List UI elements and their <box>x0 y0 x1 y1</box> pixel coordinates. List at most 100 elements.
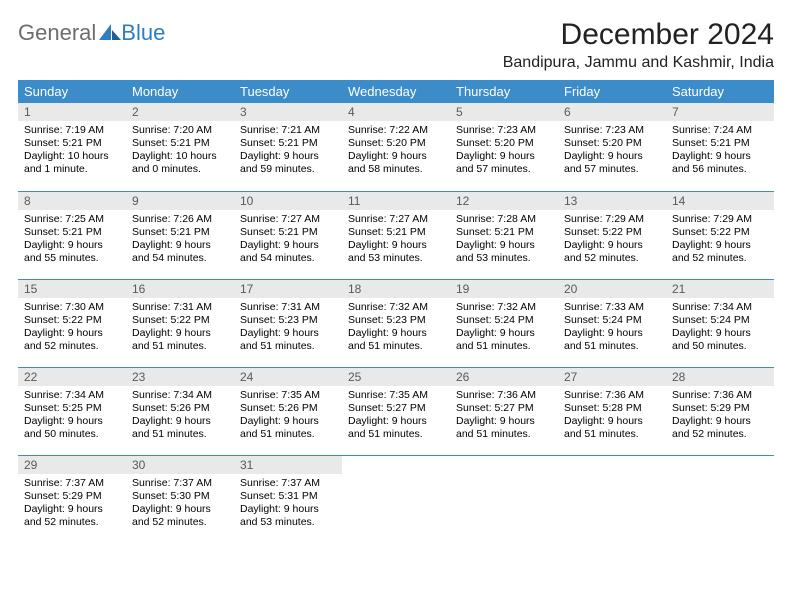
logo: General Blue <box>18 18 165 44</box>
day-details: Sunrise: 7:35 AMSunset: 5:26 PMDaylight:… <box>234 386 342 447</box>
day-number: 22 <box>18 368 126 386</box>
weekday-header: Thursday <box>450 80 558 103</box>
day-number: 17 <box>234 280 342 298</box>
calendar-day-cell: 16Sunrise: 7:31 AMSunset: 5:22 PMDayligh… <box>126 279 234 367</box>
day-number: 4 <box>342 103 450 121</box>
logo-text-blue: Blue <box>121 22 165 44</box>
calendar-day-cell: 1Sunrise: 7:19 AMSunset: 5:21 PMDaylight… <box>18 103 126 191</box>
calendar-day-cell: 2Sunrise: 7:20 AMSunset: 5:21 PMDaylight… <box>126 103 234 191</box>
calendar-day-cell: 24Sunrise: 7:35 AMSunset: 5:26 PMDayligh… <box>234 367 342 455</box>
day-details: Sunrise: 7:34 AMSunset: 5:26 PMDaylight:… <box>126 386 234 447</box>
day-number: 1 <box>18 103 126 121</box>
calendar-day-cell: 19Sunrise: 7:32 AMSunset: 5:24 PMDayligh… <box>450 279 558 367</box>
calendar-day-cell: 4Sunrise: 7:22 AMSunset: 5:20 PMDaylight… <box>342 103 450 191</box>
day-details: Sunrise: 7:25 AMSunset: 5:21 PMDaylight:… <box>18 210 126 271</box>
day-details: Sunrise: 7:30 AMSunset: 5:22 PMDaylight:… <box>18 298 126 359</box>
calendar-day-cell: 10Sunrise: 7:27 AMSunset: 5:21 PMDayligh… <box>234 191 342 279</box>
day-details: Sunrise: 7:36 AMSunset: 5:28 PMDaylight:… <box>558 386 666 447</box>
day-details: Sunrise: 7:20 AMSunset: 5:21 PMDaylight:… <box>126 121 234 182</box>
day-details: Sunrise: 7:27 AMSunset: 5:21 PMDaylight:… <box>342 210 450 271</box>
day-number: 16 <box>126 280 234 298</box>
day-details: Sunrise: 7:36 AMSunset: 5:29 PMDaylight:… <box>666 386 774 447</box>
weekday-header: Wednesday <box>342 80 450 103</box>
day-number: 29 <box>18 456 126 474</box>
day-details: Sunrise: 7:31 AMSunset: 5:23 PMDaylight:… <box>234 298 342 359</box>
calendar-day-cell: 28Sunrise: 7:36 AMSunset: 5:29 PMDayligh… <box>666 367 774 455</box>
day-number: 3 <box>234 103 342 121</box>
calendar-day-cell <box>666 455 774 543</box>
day-details: Sunrise: 7:21 AMSunset: 5:21 PMDaylight:… <box>234 121 342 182</box>
day-details: Sunrise: 7:23 AMSunset: 5:20 PMDaylight:… <box>558 121 666 182</box>
calendar-day-cell <box>450 455 558 543</box>
day-details: Sunrise: 7:32 AMSunset: 5:24 PMDaylight:… <box>450 298 558 359</box>
calendar-day-cell: 9Sunrise: 7:26 AMSunset: 5:21 PMDaylight… <box>126 191 234 279</box>
calendar-week-row: 29Sunrise: 7:37 AMSunset: 5:29 PMDayligh… <box>18 455 774 543</box>
day-number: 19 <box>450 280 558 298</box>
calendar-day-cell: 30Sunrise: 7:37 AMSunset: 5:30 PMDayligh… <box>126 455 234 543</box>
day-number: 24 <box>234 368 342 386</box>
day-details: Sunrise: 7:26 AMSunset: 5:21 PMDaylight:… <box>126 210 234 271</box>
weekday-header: Friday <box>558 80 666 103</box>
day-details: Sunrise: 7:29 AMSunset: 5:22 PMDaylight:… <box>666 210 774 271</box>
calendar-day-cell: 23Sunrise: 7:34 AMSunset: 5:26 PMDayligh… <box>126 367 234 455</box>
day-details: Sunrise: 7:23 AMSunset: 5:20 PMDaylight:… <box>450 121 558 182</box>
weekday-header: Sunday <box>18 80 126 103</box>
day-details: Sunrise: 7:27 AMSunset: 5:21 PMDaylight:… <box>234 210 342 271</box>
day-number: 7 <box>666 103 774 121</box>
calendar-day-cell: 5Sunrise: 7:23 AMSunset: 5:20 PMDaylight… <box>450 103 558 191</box>
day-details: Sunrise: 7:37 AMSunset: 5:30 PMDaylight:… <box>126 474 234 535</box>
calendar-day-cell: 25Sunrise: 7:35 AMSunset: 5:27 PMDayligh… <box>342 367 450 455</box>
day-number: 27 <box>558 368 666 386</box>
weekday-header: Monday <box>126 80 234 103</box>
calendar-day-cell <box>558 455 666 543</box>
day-number: 8 <box>18 192 126 210</box>
calendar-day-cell: 22Sunrise: 7:34 AMSunset: 5:25 PMDayligh… <box>18 367 126 455</box>
day-details: Sunrise: 7:37 AMSunset: 5:31 PMDaylight:… <box>234 474 342 535</box>
day-number: 5 <box>450 103 558 121</box>
calendar-day-cell: 6Sunrise: 7:23 AMSunset: 5:20 PMDaylight… <box>558 103 666 191</box>
calendar-day-cell <box>342 455 450 543</box>
calendar-day-cell: 3Sunrise: 7:21 AMSunset: 5:21 PMDaylight… <box>234 103 342 191</box>
day-number: 15 <box>18 280 126 298</box>
day-number: 2 <box>126 103 234 121</box>
day-details: Sunrise: 7:34 AMSunset: 5:25 PMDaylight:… <box>18 386 126 447</box>
calendar-header-row: SundayMondayTuesdayWednesdayThursdayFrid… <box>18 80 774 103</box>
calendar-week-row: 22Sunrise: 7:34 AMSunset: 5:25 PMDayligh… <box>18 367 774 455</box>
location-label: Bandipura, Jammu and Kashmir, India <box>503 54 774 72</box>
day-number: 13 <box>558 192 666 210</box>
day-number: 6 <box>558 103 666 121</box>
calendar-day-cell: 29Sunrise: 7:37 AMSunset: 5:29 PMDayligh… <box>18 455 126 543</box>
page-header: General Blue December 2024 Bandipura, Ja… <box>18 18 774 72</box>
day-number: 30 <box>126 456 234 474</box>
calendar-day-cell: 7Sunrise: 7:24 AMSunset: 5:21 PMDaylight… <box>666 103 774 191</box>
weekday-header: Tuesday <box>234 80 342 103</box>
day-details: Sunrise: 7:28 AMSunset: 5:21 PMDaylight:… <box>450 210 558 271</box>
logo-text-general: General <box>18 22 96 44</box>
day-details: Sunrise: 7:31 AMSunset: 5:22 PMDaylight:… <box>126 298 234 359</box>
day-details: Sunrise: 7:34 AMSunset: 5:24 PMDaylight:… <box>666 298 774 359</box>
calendar-day-cell: 27Sunrise: 7:36 AMSunset: 5:28 PMDayligh… <box>558 367 666 455</box>
calendar-day-cell: 17Sunrise: 7:31 AMSunset: 5:23 PMDayligh… <box>234 279 342 367</box>
calendar-day-cell: 11Sunrise: 7:27 AMSunset: 5:21 PMDayligh… <box>342 191 450 279</box>
calendar-day-cell: 26Sunrise: 7:36 AMSunset: 5:27 PMDayligh… <box>450 367 558 455</box>
calendar-day-cell: 31Sunrise: 7:37 AMSunset: 5:31 PMDayligh… <box>234 455 342 543</box>
day-number: 9 <box>126 192 234 210</box>
calendar-week-row: 15Sunrise: 7:30 AMSunset: 5:22 PMDayligh… <box>18 279 774 367</box>
day-number: 23 <box>126 368 234 386</box>
calendar-day-cell: 20Sunrise: 7:33 AMSunset: 5:24 PMDayligh… <box>558 279 666 367</box>
calendar-day-cell: 8Sunrise: 7:25 AMSunset: 5:21 PMDaylight… <box>18 191 126 279</box>
day-details: Sunrise: 7:33 AMSunset: 5:24 PMDaylight:… <box>558 298 666 359</box>
title-block: December 2024 Bandipura, Jammu and Kashm… <box>503 18 774 72</box>
day-details: Sunrise: 7:29 AMSunset: 5:22 PMDaylight:… <box>558 210 666 271</box>
calendar-day-cell: 14Sunrise: 7:29 AMSunset: 5:22 PMDayligh… <box>666 191 774 279</box>
day-number: 28 <box>666 368 774 386</box>
day-number: 31 <box>234 456 342 474</box>
day-details: Sunrise: 7:37 AMSunset: 5:29 PMDaylight:… <box>18 474 126 535</box>
day-number: 10 <box>234 192 342 210</box>
day-number: 11 <box>342 192 450 210</box>
day-number: 26 <box>450 368 558 386</box>
day-details: Sunrise: 7:24 AMSunset: 5:21 PMDaylight:… <box>666 121 774 182</box>
calendar-day-cell: 21Sunrise: 7:34 AMSunset: 5:24 PMDayligh… <box>666 279 774 367</box>
logo-sail-icon <box>99 22 121 44</box>
month-title: December 2024 <box>503 18 774 52</box>
